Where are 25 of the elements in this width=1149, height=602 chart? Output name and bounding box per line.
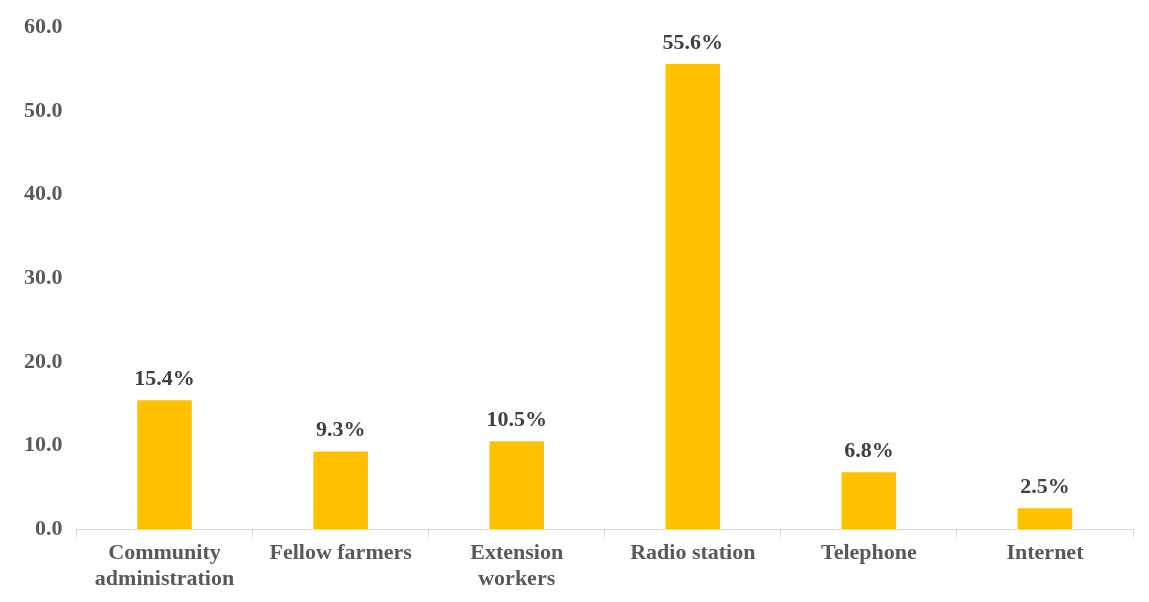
y-tick-label: 20.0 bbox=[24, 347, 63, 373]
data-label: 10.5% bbox=[486, 406, 547, 432]
bar bbox=[665, 64, 721, 530]
x-tick-label: Community administration bbox=[94, 539, 235, 591]
bar bbox=[489, 441, 544, 530]
x-tick-label: Internet bbox=[1006, 539, 1085, 565]
data-label: 9.3% bbox=[315, 416, 366, 442]
bar bbox=[1017, 508, 1073, 530]
data-label: 2.5% bbox=[1020, 472, 1070, 498]
data-label: 15.4% bbox=[134, 365, 195, 391]
data-label: 6.8% bbox=[844, 436, 894, 462]
y-tick-label: 0.0 bbox=[35, 514, 63, 540]
x-tick-label: Telephone bbox=[820, 539, 917, 565]
bar bbox=[841, 472, 897, 530]
x-tick-label: Radio station bbox=[630, 539, 756, 565]
y-tick-label: 60.0 bbox=[24, 12, 63, 38]
y-tick-label: 50.0 bbox=[24, 96, 63, 122]
x-tick-label: Fellow farmers bbox=[269, 539, 413, 565]
data-label: 55.6% bbox=[662, 28, 724, 54]
y-tick-label: 40.0 bbox=[24, 180, 63, 206]
y-tick-label: 10.0 bbox=[24, 431, 63, 457]
x-tick-label: Extension workers bbox=[470, 539, 564, 591]
bar bbox=[137, 400, 192, 530]
bar bbox=[313, 451, 368, 530]
y-tick-label: 30.0 bbox=[24, 263, 63, 289]
